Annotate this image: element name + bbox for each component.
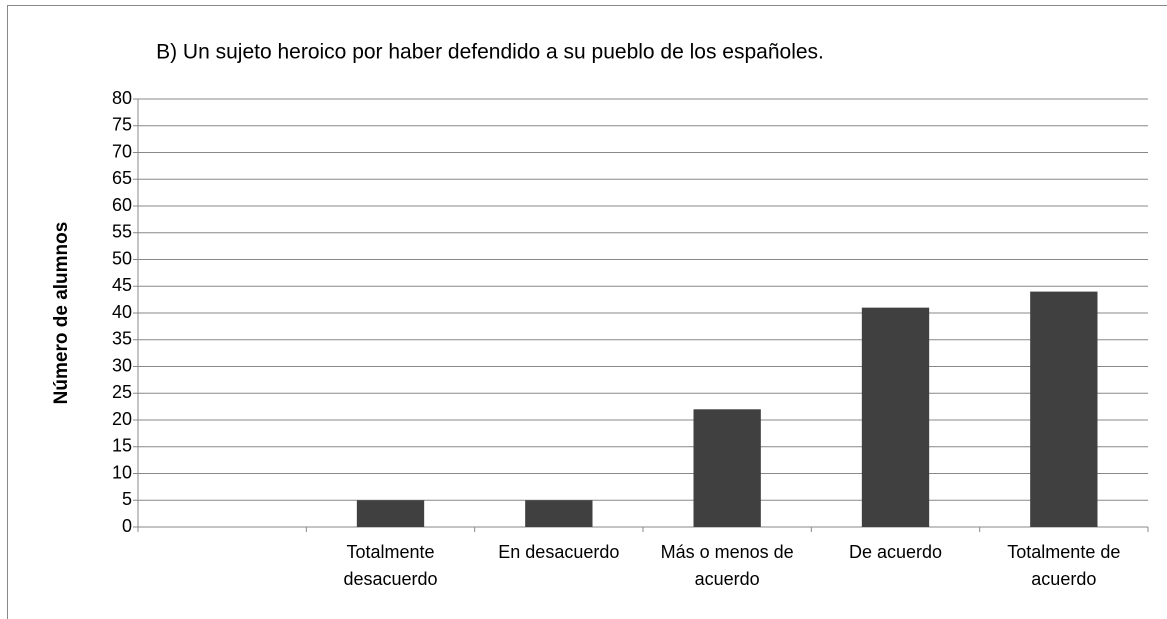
y-tick-label: 45 bbox=[112, 275, 132, 295]
x-tick-label: Más o menos de acuerdo bbox=[660, 542, 794, 589]
y-tick-label: 40 bbox=[112, 302, 132, 322]
bar bbox=[356, 500, 425, 527]
y-tick-label: 50 bbox=[112, 248, 132, 268]
y-tick-label: 30 bbox=[112, 355, 132, 375]
bar bbox=[861, 307, 930, 527]
y-tick-label: 80 bbox=[112, 88, 132, 108]
y-tick-label: 0 bbox=[122, 516, 132, 536]
y-tick-label: 15 bbox=[112, 436, 132, 456]
y-tick-label: 75 bbox=[112, 115, 132, 135]
y-tick-label: 35 bbox=[112, 329, 132, 349]
y-axis-label: Número de alumnos bbox=[51, 222, 72, 405]
y-tick-label: 25 bbox=[112, 382, 132, 402]
y-tick-label: 60 bbox=[112, 195, 132, 215]
y-tick-label: 65 bbox=[112, 168, 132, 188]
chart-title: B) Un sujeto heroico por haber defendido… bbox=[156, 41, 824, 64]
x-tick-label: De acuerdo bbox=[848, 542, 943, 562]
x-tick-label: Totalmente desacuerdo bbox=[343, 542, 438, 589]
y-tick-label: 70 bbox=[112, 141, 132, 161]
x-tick-label: En desacuerdo bbox=[498, 542, 620, 562]
bar bbox=[693, 409, 761, 527]
y-tick-label: 10 bbox=[112, 462, 132, 482]
bar bbox=[1030, 291, 1098, 527]
x-tick-label: Totalmente de acuerdo bbox=[1007, 542, 1121, 589]
bar bbox=[525, 500, 593, 527]
y-tick-label: 5 bbox=[122, 489, 132, 509]
y-tick-label: 55 bbox=[112, 222, 132, 242]
y-tick-label: 20 bbox=[112, 409, 132, 429]
